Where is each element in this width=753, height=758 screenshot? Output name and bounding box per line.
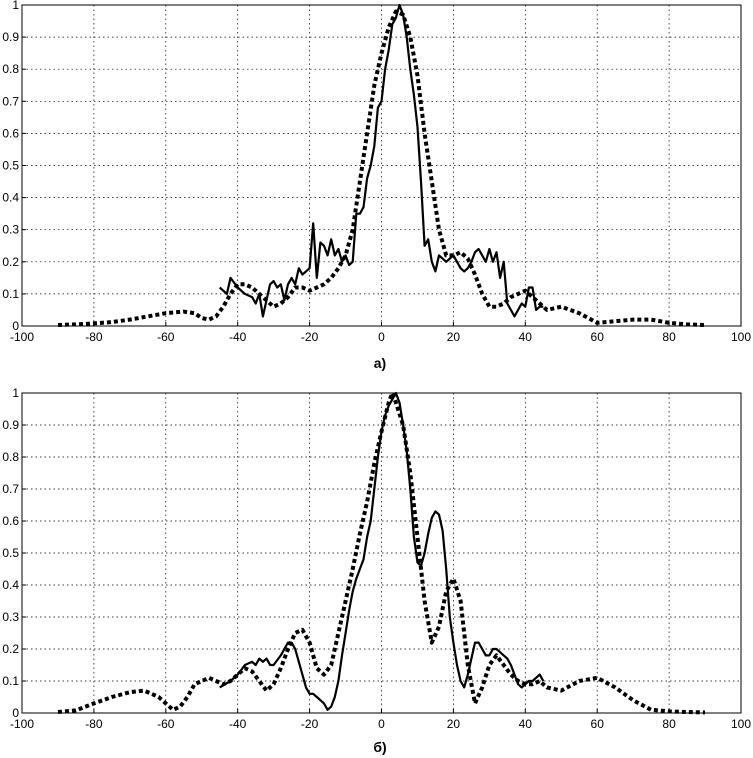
y-tick-label: 0.4 <box>2 191 19 205</box>
x-tick-label: 80 <box>662 330 676 344</box>
x-tick-label: 60 <box>591 330 605 344</box>
x-tick-label: 20 <box>447 717 461 731</box>
y-tick-label: 0.9 <box>2 418 19 432</box>
y-tick-label: 0.3 <box>2 610 19 624</box>
x-tick-label: 80 <box>662 717 676 731</box>
x-tick-label: -40 <box>229 330 247 344</box>
y-tick-label: 0.6 <box>2 126 19 140</box>
series-line-dotted <box>57 9 706 327</box>
x-tick-label: -100 <box>10 717 34 731</box>
y-tick-label: 0.1 <box>2 287 19 301</box>
y-tick-label: 1 <box>12 0 19 12</box>
y-tick-label: 0.3 <box>2 223 19 237</box>
x-tick-label: -20 <box>301 717 319 731</box>
chart-panel-b: -100 -80 -60 -40 -20 0 20 40 60 80 100 0 0.1 0.2 0.3 0.… <box>2 386 751 755</box>
x-tick-label: -20 <box>301 330 319 344</box>
x-tick-label: -60 <box>157 330 175 344</box>
x-tick-label: 20 <box>447 330 461 344</box>
series-line-dotted <box>57 391 706 715</box>
y-tick-label: 0.2 <box>2 642 19 656</box>
y-tick-label: 0.1 <box>2 674 19 688</box>
series-line-solid <box>218 3 544 318</box>
x-tick-label: 40 <box>519 717 533 731</box>
x-tick-label: 100 <box>731 330 751 344</box>
x-tick-label: -80 <box>85 717 103 731</box>
y-tick-label: 0.2 <box>2 255 19 269</box>
x-tick-label: -40 <box>229 717 247 731</box>
x-tick-label: 0 <box>378 717 385 731</box>
x-tick-label: -80 <box>85 330 103 344</box>
y-tick-label: 0.7 <box>2 482 19 496</box>
y-tick-label: 0 <box>12 319 19 333</box>
y-tick-label: 0 <box>12 706 19 720</box>
chart-panel-a: -100 -80 -60 -40 -20 0 20 40 60 80 100 0 0.1 0.2 0.3 0.… <box>2 0 751 371</box>
y-tick-label: 0.8 <box>2 450 19 464</box>
x-tick-label: 0 <box>378 330 385 344</box>
panel-caption: б) <box>373 739 386 755</box>
y-tick-label: 0.4 <box>2 578 19 592</box>
y-tick-label: 0.9 <box>2 30 19 44</box>
y-tick-label: 1 <box>12 386 19 400</box>
panel-caption: а) <box>374 355 386 371</box>
x-tick-label: 40 <box>519 330 533 344</box>
x-tick-label: 60 <box>591 717 605 731</box>
y-tick-label: 0.7 <box>2 94 19 108</box>
x-tick-label: -100 <box>10 330 34 344</box>
y-tick-label: 0.6 <box>2 514 19 528</box>
y-tick-label: 0.5 <box>2 159 19 173</box>
plot-frame <box>21 4 742 327</box>
x-tick-label: -60 <box>157 717 175 731</box>
x-tick-label: 100 <box>731 717 751 731</box>
plot-frame <box>21 392 742 714</box>
y-tick-label: 0.8 <box>2 62 19 76</box>
y-tick-label: 0.5 <box>2 546 19 560</box>
